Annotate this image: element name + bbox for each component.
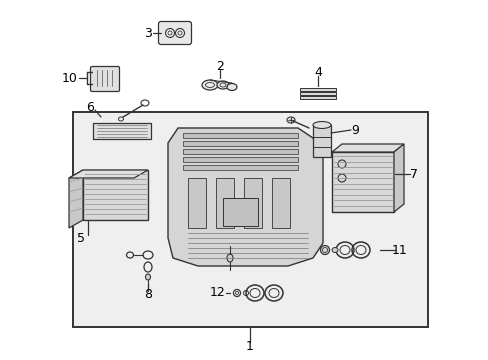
Ellipse shape (331, 248, 337, 252)
Text: 8: 8 (143, 288, 152, 302)
Text: 9: 9 (350, 123, 358, 136)
Bar (187, 178, 205, 228)
Bar (183, 133, 297, 138)
Ellipse shape (175, 28, 184, 37)
Text: 2: 2 (216, 59, 224, 72)
FancyBboxPatch shape (90, 67, 119, 91)
Text: 5: 5 (77, 231, 85, 244)
Ellipse shape (226, 254, 232, 262)
Text: 1: 1 (245, 341, 253, 354)
FancyBboxPatch shape (158, 22, 191, 45)
Bar (312, 125, 330, 157)
Bar (244, 178, 262, 228)
Bar (183, 149, 297, 154)
Polygon shape (168, 128, 323, 266)
Text: 4: 4 (313, 66, 321, 78)
Bar (331, 152, 393, 212)
Ellipse shape (312, 122, 330, 129)
Bar (299, 88, 335, 91)
Bar (83, 170, 148, 220)
Polygon shape (69, 170, 83, 228)
Bar (299, 92, 335, 95)
Ellipse shape (217, 81, 228, 89)
Ellipse shape (202, 80, 218, 90)
Bar (93, 123, 151, 139)
Ellipse shape (145, 274, 150, 280)
Polygon shape (331, 144, 403, 152)
Text: 3: 3 (144, 27, 152, 40)
Ellipse shape (226, 84, 237, 90)
Polygon shape (393, 144, 403, 212)
Ellipse shape (320, 246, 329, 255)
Text: 11: 11 (391, 243, 407, 257)
Bar (183, 141, 297, 146)
Bar (216, 178, 234, 228)
Bar (271, 178, 289, 228)
Bar (73, 112, 427, 327)
Bar (183, 157, 297, 162)
Text: 7: 7 (409, 167, 417, 180)
Bar (183, 165, 297, 170)
Ellipse shape (165, 28, 174, 37)
Text: 10: 10 (62, 72, 78, 85)
Text: 6: 6 (86, 100, 94, 113)
Polygon shape (69, 170, 148, 178)
Text: 12: 12 (209, 287, 224, 300)
Bar (223, 198, 258, 226)
Bar (299, 96, 335, 99)
Ellipse shape (286, 117, 294, 123)
